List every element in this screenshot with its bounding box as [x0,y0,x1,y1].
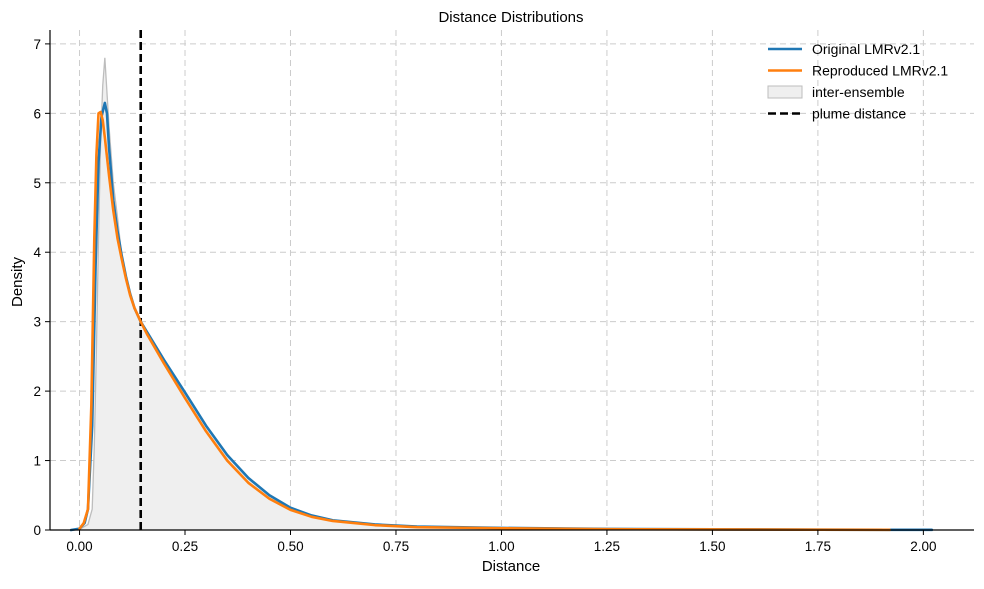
y-tick-label: 2 [33,384,41,399]
y-tick-label: 0 [33,523,41,538]
x-tick-label: 1.25 [594,539,620,554]
x-tick-label: 0.25 [172,539,198,554]
legend-label-reproduced-lmrv2-1: Reproduced LMRv2.1 [812,63,948,79]
y-axis-label: Density [9,256,26,307]
legend-label-original-lmrv2-1: Original LMRv2.1 [812,41,920,57]
reproduced-lmrv2-1-line [78,110,891,532]
y-tick-label: 1 [33,454,41,469]
x-tick-label: 2.00 [910,539,936,554]
y-tick-label: 6 [33,106,41,121]
chart-text: Distance Distributions Distance Density [9,9,584,575]
x-tick-label: 0.75 [383,539,409,554]
x-tick-label: 0.50 [277,539,303,554]
y-tick-label: 7 [33,37,41,52]
inter-ensemble-area [71,57,924,530]
x-tick-label: 1.00 [488,539,514,554]
x-tick-label: 1.50 [699,539,725,554]
legend-label-inter-ensemble: inter-ensemble [812,84,905,100]
series-lines [69,101,934,532]
y-tick-label: 5 [33,176,41,191]
legend-swatch-inter-ensemble [767,85,803,99]
x-axis-label: Distance [482,558,540,575]
grid-lines [50,30,974,531]
legend-label-plume-distance: plume distance [812,106,906,122]
legend: Original LMRv2.1 Reproduced LMRv2.1 inter-… [767,41,948,122]
y-tick-label: 3 [33,315,41,330]
chart-title: Distance Distributions [438,9,583,26]
area-layer [71,57,924,531]
x-tick-label: 0.00 [66,539,92,554]
x-tick-label: 1.75 [805,539,831,554]
y-tick-label: 4 [33,245,41,260]
ticks: 0.00 0.25 0.50 0.75 1.00 1.25 1.50 1.75 2.00 0 1 2 3… [33,37,936,554]
